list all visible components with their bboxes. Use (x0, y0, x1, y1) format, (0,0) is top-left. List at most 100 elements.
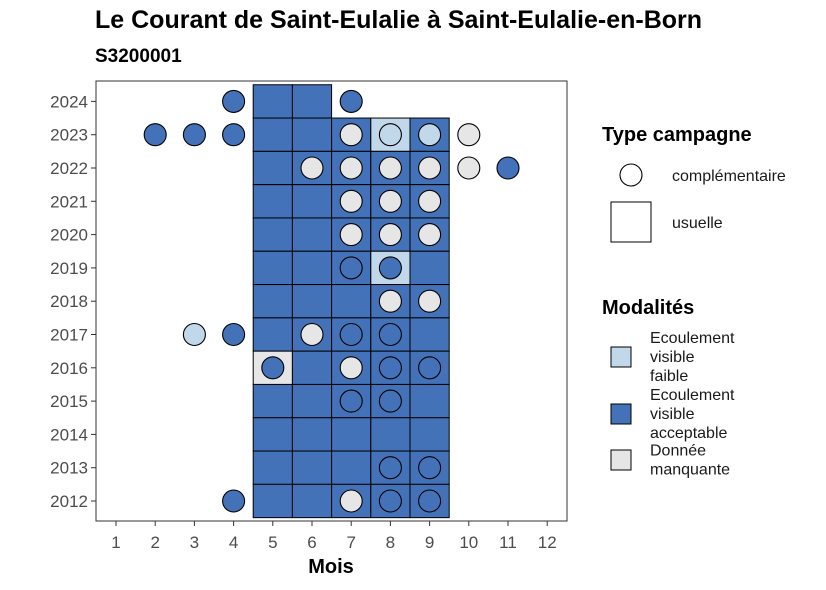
usuelle-squares-layer (252, 84, 450, 519)
complementaire-circle (222, 123, 246, 147)
usuelle-square (291, 417, 333, 452)
usuelle-square (291, 483, 333, 519)
complementaire-circle (418, 456, 442, 480)
usuelle-square (252, 184, 293, 219)
usuelle-square (331, 417, 372, 452)
legend-title-modalites: Modalités (602, 297, 694, 319)
y-tick-label: 2013 (50, 459, 88, 478)
complementaire-circles-layer (143, 89, 520, 513)
complementaire-circle (378, 256, 402, 280)
usuelle-square (252, 84, 293, 119)
complementaire-circle (261, 356, 285, 380)
y-tick-label: 2023 (50, 126, 88, 145)
usuelle-square (252, 117, 293, 152)
usuelle-square (291, 217, 333, 252)
complementaire-circle (339, 389, 363, 413)
complementaire-circle (378, 322, 402, 347)
complementaire-circle (418, 189, 442, 213)
usuelle-square (252, 317, 293, 352)
usuelle-square (331, 284, 372, 319)
y-tick-label: 2020 (50, 226, 88, 245)
usuelle-square (252, 483, 293, 519)
usuelle-square (291, 117, 333, 152)
legend-type-label: usuelle (672, 215, 723, 232)
complementaire-circle (339, 256, 363, 280)
x-tick-label: 1 (111, 533, 120, 552)
legend-modalite-swatch (610, 449, 632, 471)
x-axis-title: Mois (308, 556, 354, 578)
legend-type-label: complémentaire (672, 168, 786, 185)
usuelle-square (409, 383, 450, 419)
legend-modalite-swatch (610, 403, 632, 425)
complementaire-circle (339, 123, 363, 147)
complementaire-circle (418, 356, 442, 380)
complementaire-circle (378, 456, 402, 480)
x-tick-label: 11 (499, 533, 517, 552)
complementaire-circle (339, 89, 363, 113)
usuelle-square (409, 417, 450, 452)
y-tick-label: 2017 (50, 326, 88, 345)
y-tick-label: 2021 (50, 192, 88, 211)
usuelle-square (252, 250, 293, 286)
complementaire-circle (143, 123, 167, 147)
y-tick-label: 2016 (50, 359, 88, 378)
x-tick-label: 7 (346, 533, 355, 552)
x-axis: 1 2 3 4 5 6 7 8 9 10 11 12 (111, 521, 557, 552)
legend-circle-key (619, 163, 643, 187)
y-tick-label: 2014 (50, 425, 88, 444)
usuelle-square (291, 84, 333, 119)
usuelle-square (291, 284, 333, 319)
x-tick-label: 12 (538, 533, 557, 552)
complementaire-circle (300, 322, 324, 347)
complementaire-circle (418, 123, 442, 147)
x-tick-label: 4 (229, 533, 238, 552)
complementaire-circle (222, 322, 246, 347)
complementaire-circle (339, 156, 363, 180)
complementaire-circle (457, 156, 481, 180)
complementaire-circle (378, 489, 402, 513)
usuelle-square (252, 383, 293, 419)
usuelle-square (252, 217, 293, 252)
complementaire-circle (182, 123, 206, 147)
complementaire-circle (378, 356, 402, 380)
complementaire-circle (457, 123, 481, 147)
complementaire-circle (378, 223, 402, 247)
complementaire-circle (182, 322, 206, 347)
complementaire-circle (339, 223, 363, 247)
complementaire-circle (300, 156, 324, 180)
complementaire-circle (496, 156, 520, 180)
complementaire-circle (418, 489, 442, 513)
y-tick-label: 2024 (50, 92, 88, 111)
legend-modalite-label: Ecoulement visible faible (650, 330, 735, 385)
complementaire-circle (339, 322, 363, 347)
y-tick-label: 2018 (50, 292, 88, 311)
complementaire-circle (378, 289, 402, 313)
complementaire-circle (222, 89, 246, 113)
complementaire-circle (418, 223, 442, 247)
complementaire-circle (378, 123, 402, 147)
y-axis: 2012 2013 2014 2015 2016 2017 2018 2019 2020 2021… (50, 92, 96, 511)
complementaire-circle (418, 156, 442, 180)
chart-title: Le Courant de Saint-Eulalie à Saint-Eula… (95, 6, 703, 34)
x-tick-label: 5 (268, 533, 277, 552)
usuelle-square (409, 317, 450, 352)
usuelle-square (291, 184, 333, 219)
x-tick-label: 6 (307, 533, 316, 552)
x-tick-label: 9 (425, 533, 434, 552)
complementaire-circle (418, 289, 442, 313)
x-tick-label: 2 (150, 533, 159, 552)
y-tick-label: 2022 (50, 159, 88, 178)
usuelle-square (291, 250, 333, 286)
usuelle-square (291, 450, 333, 485)
y-tick-label: 2015 (50, 392, 88, 411)
usuelle-square (252, 450, 293, 485)
legend-square-key (610, 201, 652, 243)
complementaire-circle (378, 189, 402, 213)
x-tick-label: 8 (386, 533, 395, 552)
y-tick-label: 2012 (50, 492, 88, 511)
usuelle-square (370, 417, 411, 452)
x-tick-label: 10 (459, 533, 478, 552)
usuelle-square (291, 383, 333, 419)
usuelle-square (252, 284, 293, 319)
